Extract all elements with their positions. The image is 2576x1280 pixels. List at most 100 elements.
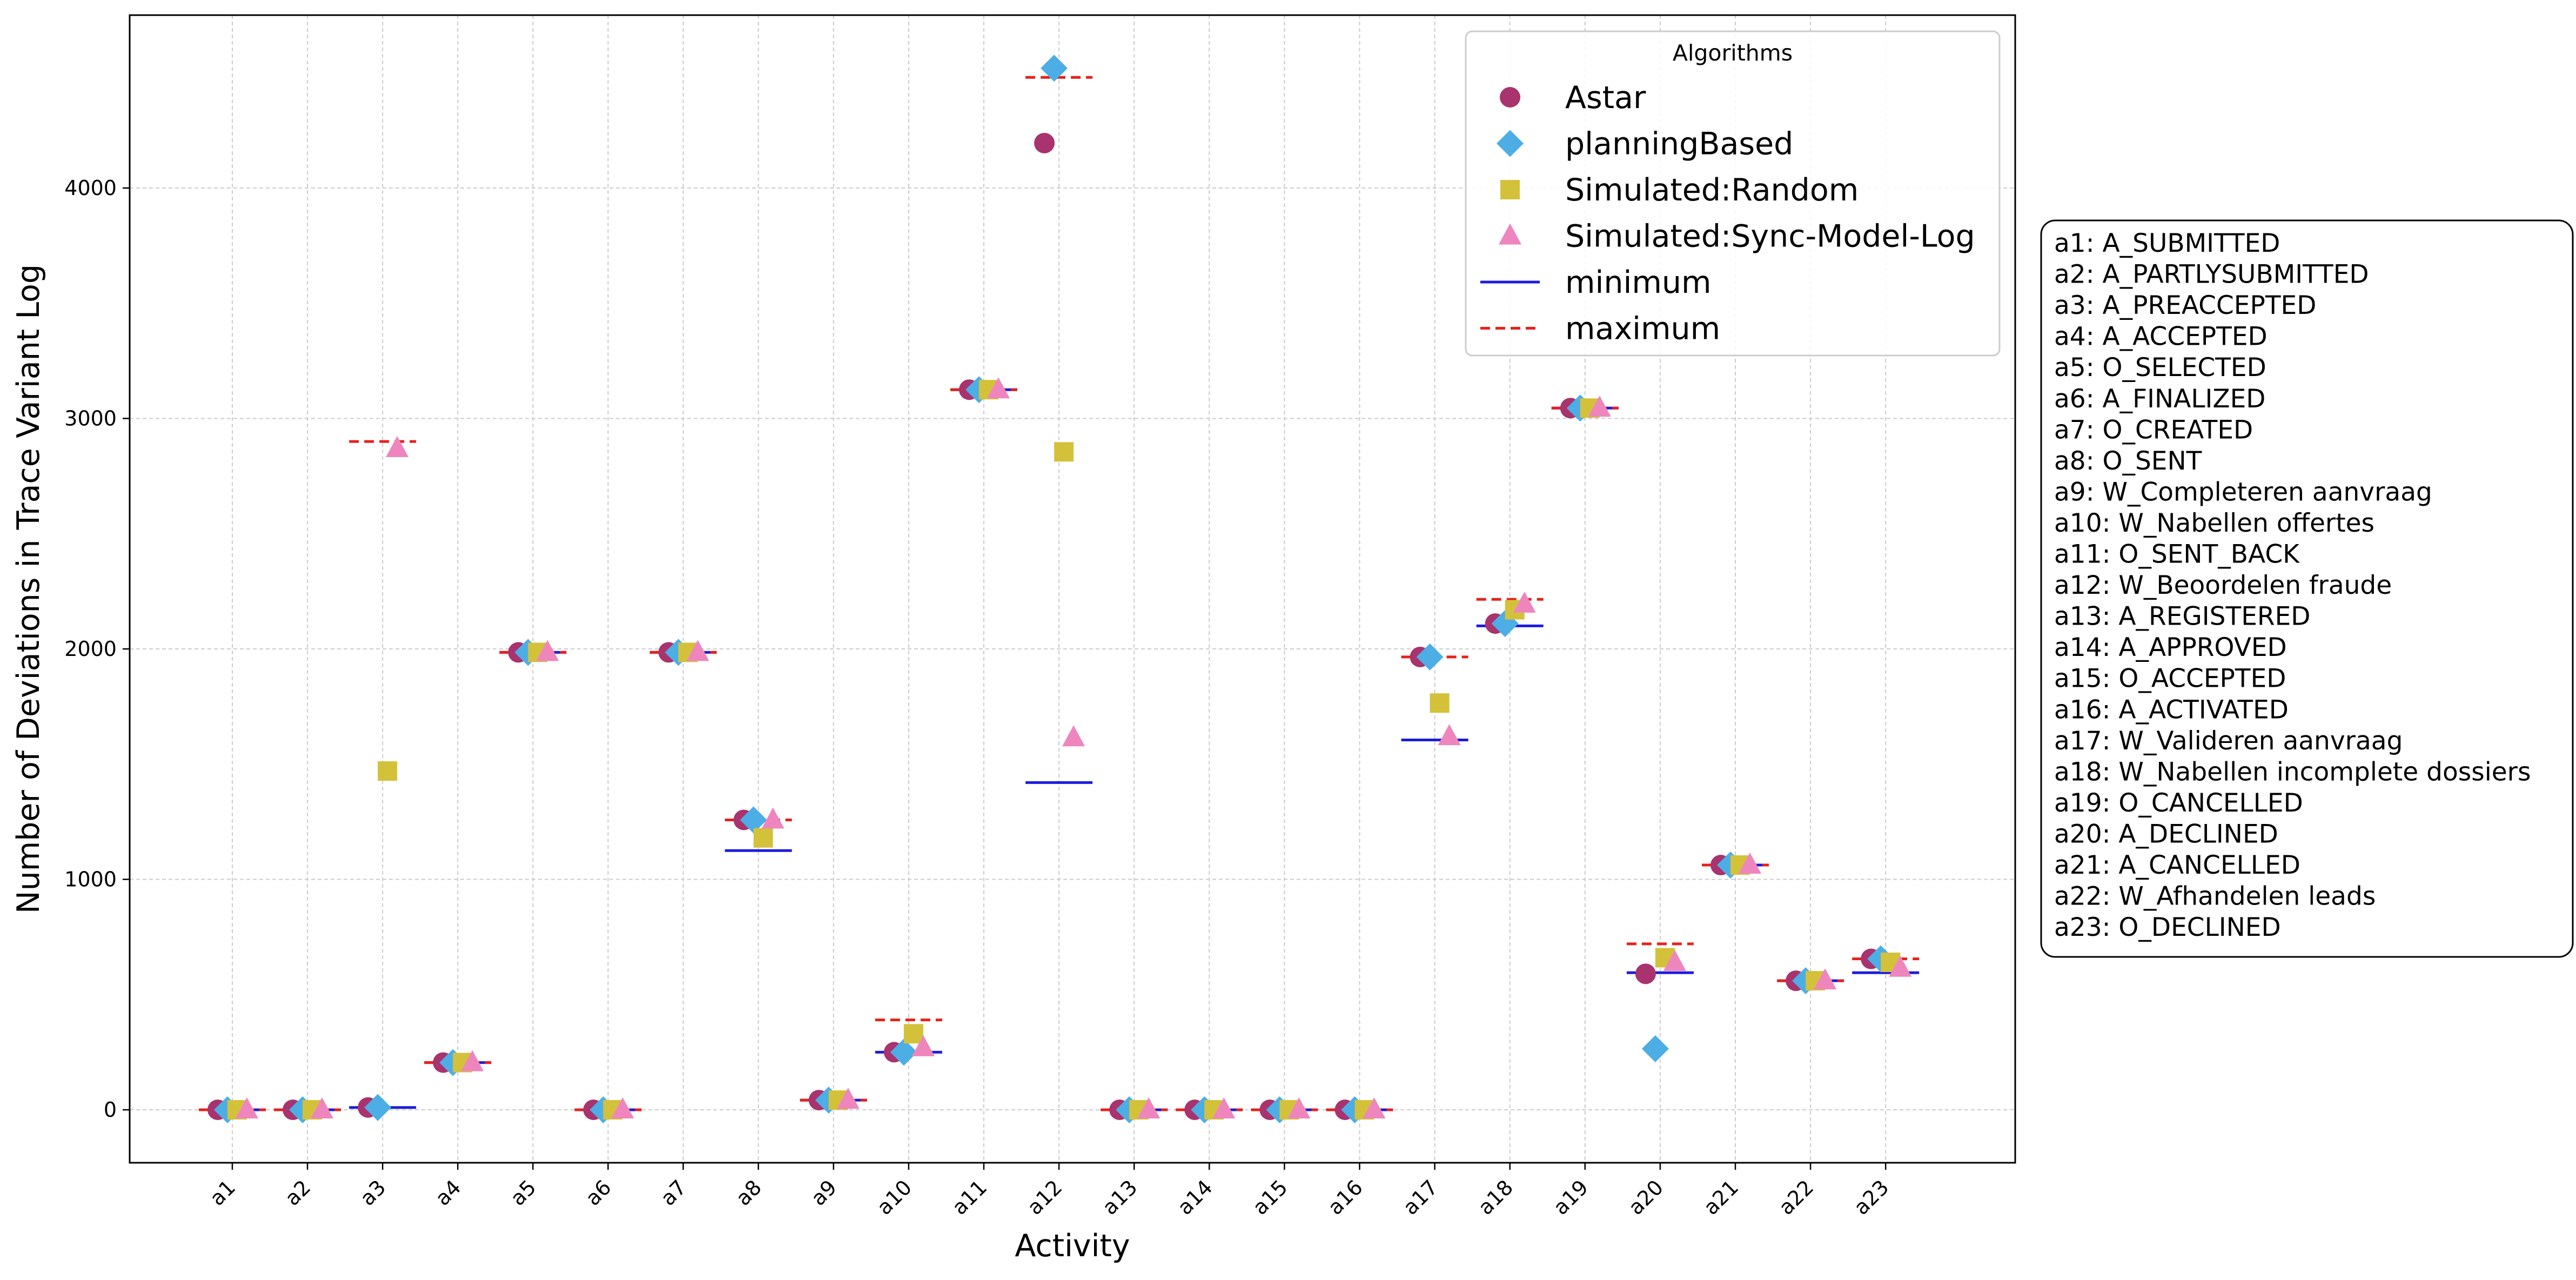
- legend-simulated-random-label: Simulated:Random: [1565, 172, 1859, 208]
- x-tick-label: a21: [1699, 1175, 1743, 1219]
- simulated-sync-model-log-point: [1814, 968, 1837, 990]
- activity-key-item: a11: O_SENT_BACK: [2054, 540, 2300, 569]
- x-tick-label: a7: [656, 1175, 691, 1210]
- activity-key-item: a8: O_SENT: [2054, 446, 2202, 476]
- activity-key-item: a2: A_PARTLYSUBMITTED: [2054, 260, 2369, 290]
- planningbased-point: [890, 1038, 917, 1066]
- y-tick-label: 4000: [64, 176, 117, 200]
- simulated-sync-model-log-point: [1438, 724, 1461, 746]
- activity-key-item: a4: A_ACCEPTED: [2054, 322, 2268, 352]
- simulated-sync-model-log-point: [836, 1088, 860, 1109]
- activity-key-item: a21: A_CANCELLED: [2054, 850, 2300, 880]
- x-tick-label: a14: [1173, 1175, 1217, 1219]
- simulated-random-point: [378, 761, 398, 781]
- x-tick-label: a23: [1849, 1175, 1894, 1219]
- simulated-sync-model-log-point: [536, 640, 559, 661]
- x-tick-label: a3: [355, 1175, 391, 1210]
- simulated-sync-model-log-point: [1212, 1097, 1236, 1118]
- activity-key-item: a12: W_Beoordelen fraude: [2054, 571, 2392, 600]
- planningbased-point: [1416, 643, 1444, 671]
- legend-planningbased-label: planningBased: [1565, 126, 1793, 162]
- planningbased-point: [1641, 1035, 1669, 1062]
- x-axis-title: Activity: [1015, 1228, 1130, 1264]
- y-tick-label: 1000: [64, 868, 117, 892]
- simulated-sync-model-log-point: [686, 640, 709, 661]
- x-tick-label: a15: [1248, 1175, 1292, 1219]
- activity-key-item: a20: A_DECLINED: [2054, 819, 2278, 849]
- x-tick-label: a16: [1323, 1175, 1367, 1219]
- planningbased-point: [364, 1094, 392, 1121]
- simulated-sync-model-log-point: [236, 1097, 258, 1118]
- simulated-sync-model-log-point: [1513, 591, 1536, 613]
- simulated-random-point: [903, 1024, 923, 1044]
- activity-key-item: a15: O_ACCEPTED: [2054, 664, 2286, 694]
- activity-key-item: a14: A_APPROVED: [2054, 633, 2287, 662]
- x-tick-label: a8: [731, 1175, 766, 1210]
- planningbased-point: [1041, 55, 1068, 82]
- simulated-sync-model-log-point: [761, 807, 784, 829]
- simulated-sync-model-log-point: [1588, 396, 1611, 417]
- simulated-sync-model-log-point: [1363, 1097, 1386, 1118]
- x-tick-label: a22: [1774, 1175, 1819, 1219]
- activity-key-item: a17: W_Valideren aanvraag: [2054, 726, 2403, 756]
- data-markers: [207, 55, 1912, 1123]
- x-tick-label: a17: [1398, 1175, 1443, 1219]
- astar-point: [1034, 132, 1055, 153]
- activity-key-item: a10: W_Nabellen offertes: [2054, 508, 2374, 538]
- y-tick-label: 3000: [64, 407, 117, 431]
- simulated-sync-model-log-point: [1062, 725, 1085, 747]
- activity-key-item: a7: O_CREATED: [2054, 415, 2253, 445]
- simulated-sync-model-log-point: [1663, 950, 1686, 971]
- activity-key-item: a19: O_CANCELLED: [2054, 788, 2303, 818]
- legend-astar-label: Astar: [1565, 80, 1646, 116]
- activity-key-item: a18: W_Nabellen incomplete dossiers: [2054, 757, 2531, 787]
- legend-astar-marker: [1500, 87, 1520, 108]
- activity-key-item: a22: W_Afhandelen leads: [2054, 882, 2376, 912]
- activity-key-item: a13: A_REGISTERED: [2054, 602, 2310, 632]
- astar-point: [1635, 963, 1656, 984]
- legend-maximum-label: maximum: [1565, 311, 1720, 347]
- activity-key-item: a1: A_SUBMITTED: [2054, 229, 2280, 258]
- y-tick-label: 0: [104, 1098, 117, 1122]
- simulated-random-point: [1430, 693, 1450, 713]
- legend-box: [1465, 30, 2001, 357]
- legend-simulated-random-marker: [1500, 180, 1520, 199]
- simulated-sync-model-log-point: [1137, 1097, 1160, 1118]
- legend-title: Algorithms: [1673, 40, 1793, 66]
- x-tick-label: a9: [806, 1175, 841, 1210]
- x-tick-label: a19: [1548, 1175, 1593, 1219]
- simulated-sync-model-log-point: [1739, 853, 1761, 874]
- x-tick-label: a20: [1624, 1175, 1668, 1219]
- legend-simulated-sync-model-log-label: Simulated:Sync-Model-Log: [1565, 219, 1975, 254]
- planningbased-point: [740, 806, 767, 834]
- x-tick-label: a18: [1473, 1175, 1518, 1219]
- x-tick-label: a11: [948, 1175, 992, 1219]
- y-tick-label: 2000: [64, 637, 117, 661]
- x-tick-label: a10: [872, 1175, 916, 1219]
- x-tick-label: a1: [205, 1175, 240, 1210]
- simulated-sync-model-log-point: [611, 1097, 634, 1118]
- activity-key-item: a6: A_FINALIZED: [2054, 384, 2265, 414]
- activity-key-item: a16: A_ACTIVATED: [2054, 695, 2289, 725]
- simulated-random-point: [1054, 442, 1074, 462]
- x-tick-label: a4: [431, 1175, 466, 1210]
- activity-key-item: a5: O_SELECTED: [2054, 353, 2266, 383]
- legend-planningbased-marker: [1497, 130, 1524, 157]
- y-axis-title: Number of Deviations in Trace Variant Lo…: [11, 264, 46, 914]
- simulated-sync-model-log-point: [1287, 1097, 1311, 1118]
- simulated-sync-model-log-point: [461, 1050, 484, 1071]
- activity-key-item: a3: A_PREACCEPTED: [2054, 291, 2316, 320]
- simulated-sync-model-log-point: [987, 377, 1010, 399]
- activity-key-item: a9: W_Completeren aanvraag: [2054, 477, 2432, 507]
- simulated-sync-model-log-point: [911, 1035, 935, 1056]
- legend: Algorithms Astar planningBased Simulated:R…: [1465, 30, 2001, 357]
- x-tick-label: a5: [506, 1175, 541, 1210]
- legend-minimum-label: minimum: [1565, 265, 1712, 300]
- plot-area: [129, 14, 2016, 1164]
- simulated-sync-model-log-point: [386, 435, 409, 457]
- x-tick-label: a6: [581, 1175, 616, 1210]
- legend-simulated-sync-model-log-marker: [1499, 223, 1521, 245]
- activity-key-box: [2040, 219, 2574, 958]
